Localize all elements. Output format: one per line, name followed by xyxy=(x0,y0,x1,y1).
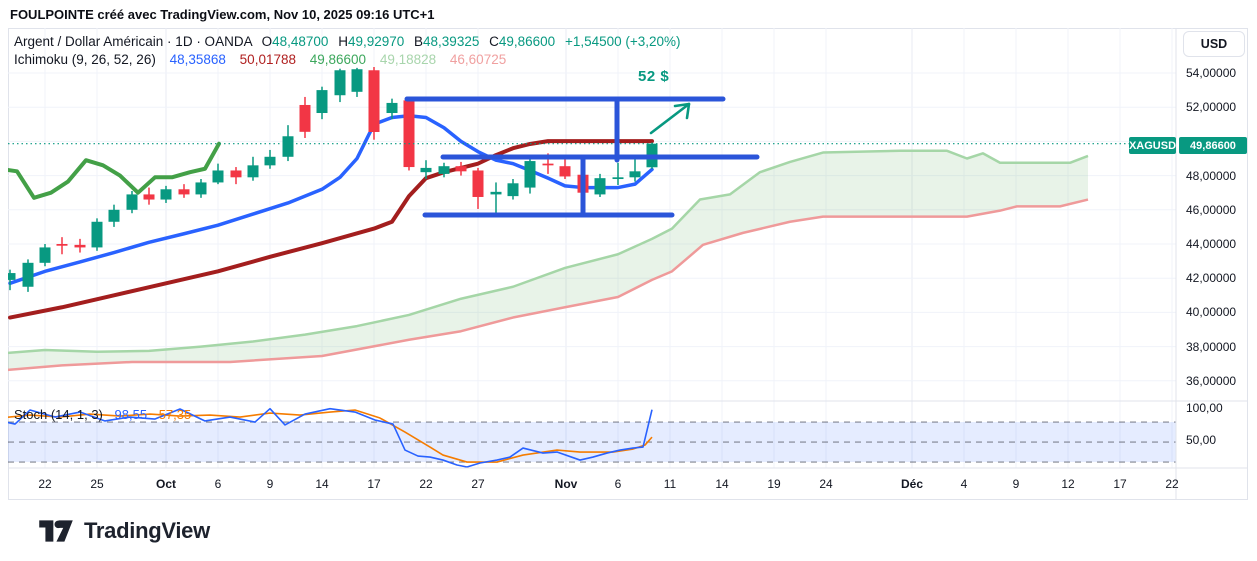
symbol-title[interactable]: Argent / Dollar Américain · 1D · OANDA xyxy=(14,34,252,49)
stoch-k-value: 98,55 xyxy=(114,407,148,422)
legend: Argent / Dollar Américain · 1D · OANDA O… xyxy=(14,33,681,69)
stoch-d-value: 57,35 xyxy=(158,407,192,422)
low-label: B xyxy=(414,34,424,49)
high-value: 49,92970 xyxy=(347,34,405,49)
time-tick-label: 17 xyxy=(1113,477,1127,491)
time-tick-label: Oct xyxy=(155,477,177,491)
open-value: 48,48700 xyxy=(272,34,329,49)
time-tick-label: 27 xyxy=(471,477,485,491)
price-tick-label: 40,00000 xyxy=(1186,305,1237,319)
time-tick-label: 14 xyxy=(315,477,329,491)
share-header-text: FOULPOINTE créé avec TradingView.com, No… xyxy=(10,7,435,22)
time-tick-label: 9 xyxy=(266,477,274,491)
high-label: H xyxy=(338,34,348,49)
price-tick-label: 48,00000 xyxy=(1186,169,1237,183)
price-target-annotation[interactable]: 52 $ xyxy=(638,68,670,85)
time-tick-label: 4 xyxy=(960,477,968,491)
ichimoku-lead2-value: 46,60725 xyxy=(449,52,507,67)
time-tick-label: 9 xyxy=(1012,477,1020,491)
time-tick-label: Déc xyxy=(900,477,924,491)
time-tick-label: 19 xyxy=(767,477,781,491)
stoch-label[interactable]: Stoch (14, 1, 3) xyxy=(14,407,103,422)
time-tick-label: 6 xyxy=(614,477,622,491)
time-tick-label: 22 xyxy=(38,477,52,491)
currency-toggle-button[interactable]: USD xyxy=(1183,31,1245,57)
ichimoku-lagging-value: 49,86600 xyxy=(309,52,367,67)
time-tick-label: 25 xyxy=(90,477,104,491)
time-tick-label: 24 xyxy=(819,477,833,491)
price-tick-label: 52,00000 xyxy=(1186,100,1237,114)
time-tick-label: 22 xyxy=(419,477,433,491)
ichimoku-conversion-value: 48,35868 xyxy=(169,52,226,67)
ichimoku-legend-row[interactable]: Ichimoku (9, 26, 52, 26) 48,35868 50,017… xyxy=(14,51,681,68)
stoch-legend-row[interactable]: Stoch (14, 1, 3) 98,55 57,35 xyxy=(14,407,191,422)
open-label: O xyxy=(261,34,273,49)
time-tick-label: Nov xyxy=(554,477,578,491)
time-tick-label: 14 xyxy=(715,477,729,491)
price-tick-label: 46,00000 xyxy=(1186,203,1237,217)
ichimoku-lead1-value: 49,18828 xyxy=(379,52,437,67)
change-value: +1,54500 (+3,20%) xyxy=(564,34,681,49)
time-tick-label: 17 xyxy=(367,477,381,491)
close-label: C xyxy=(489,34,499,49)
tradingview-brand-text[interactable]: TradingView xyxy=(84,518,210,543)
tradingview-logo-icon[interactable] xyxy=(38,516,74,546)
time-tick-label: 11 xyxy=(663,477,677,491)
last-price-tag[interactable]: 49,86600 xyxy=(1179,137,1247,154)
price-tick-label: 44,00000 xyxy=(1186,237,1237,251)
price-tick-label: 50,00 xyxy=(1186,433,1217,447)
time-tick-label: 22 xyxy=(1165,477,1179,491)
price-tick-label: 38,00000 xyxy=(1186,340,1237,354)
time-tick-label: 12 xyxy=(1061,477,1075,491)
price-tick-label: 54,00000 xyxy=(1186,66,1237,80)
chart-widget xyxy=(8,28,1248,500)
footer: TradingView xyxy=(38,516,210,546)
time-tick-label: 6 xyxy=(214,477,222,491)
symbol-price-tag[interactable]: XAGUSD xyxy=(1129,137,1176,154)
close-value: 49,86600 xyxy=(498,34,556,49)
ichimoku-base-value: 50,01788 xyxy=(239,52,296,67)
price-tick-label: 100,00 xyxy=(1186,401,1223,415)
price-tick-label: 36,00000 xyxy=(1186,374,1237,388)
price-tick-label: 42,00000 xyxy=(1186,271,1237,285)
low-value: 48,39325 xyxy=(423,34,480,49)
ichimoku-label[interactable]: Ichimoku (9, 26, 52, 26) xyxy=(14,52,156,67)
symbol-legend-row[interactable]: Argent / Dollar Américain · 1D · OANDA O… xyxy=(14,33,681,50)
